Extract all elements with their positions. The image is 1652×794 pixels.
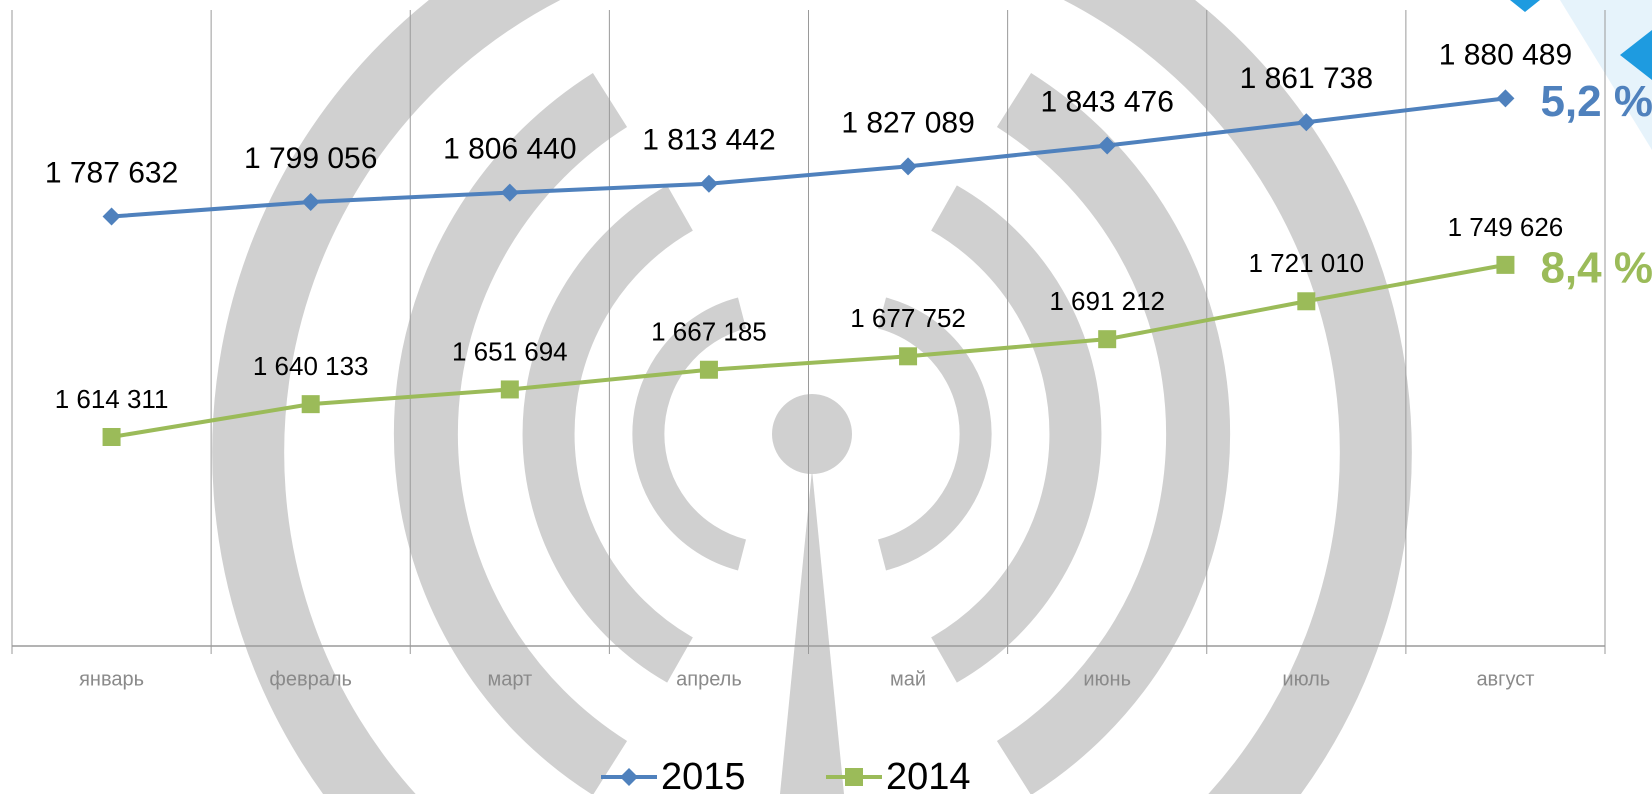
data-label: 1 749 626 (1448, 212, 1564, 242)
x-tick-label: июль (1282, 668, 1330, 690)
data-label: 1 640 133 (253, 351, 369, 381)
icon-arc (212, 0, 561, 794)
marker (1496, 255, 1515, 274)
marker (899, 157, 918, 176)
data-label: 1 787 632 (45, 156, 178, 189)
series-line (111, 96, 1506, 219)
x-tick-label: апрель (676, 668, 742, 690)
data-label: 1 721 010 (1248, 248, 1364, 278)
data-label: 1 813 442 (642, 124, 775, 157)
icon-arc (1063, 0, 1412, 794)
marker (500, 183, 519, 202)
icon-arc (877, 297, 992, 571)
marker (699, 174, 718, 193)
data-label: 1 799 056 (244, 142, 377, 175)
data-label: 1 677 752 (850, 303, 966, 333)
data-label: 1 806 440 (443, 133, 576, 166)
icon-arc (393, 72, 628, 794)
x-tick-label: май (890, 668, 926, 690)
marker (102, 427, 121, 446)
data-label: 1 667 185 (651, 317, 767, 347)
x-tick-label: январь (79, 668, 144, 690)
annotation: 8,4 % (1540, 244, 1652, 293)
x-tick-label: август (1476, 668, 1534, 690)
legend-label: 2015 (661, 756, 746, 794)
corner-shape (1620, 30, 1652, 80)
data-label: 1 843 476 (1040, 85, 1173, 118)
data-label: 1 691 212 (1049, 286, 1165, 316)
icon-mast (780, 470, 844, 794)
x-tick-label: февраль (269, 668, 352, 690)
marker (301, 193, 320, 212)
marker (301, 395, 320, 414)
marker (699, 360, 718, 379)
data-label: 1 614 311 (55, 384, 169, 414)
icon-arc (996, 72, 1231, 794)
marker (1297, 292, 1316, 311)
icon-arc (632, 297, 747, 571)
annotation: 5,2 % (1540, 77, 1652, 126)
marker (102, 207, 121, 226)
data-label: 1 827 089 (841, 106, 974, 139)
icon-arc (522, 185, 693, 683)
background-icon (212, 0, 1412, 794)
legend-marker (845, 768, 863, 786)
icon-dot (772, 394, 852, 474)
marker (1297, 113, 1316, 132)
data-label: 1 651 694 (452, 336, 568, 366)
marker (1098, 330, 1117, 349)
marker (899, 347, 918, 366)
legend-marker (620, 768, 638, 786)
corner-decoration (1510, 0, 1652, 150)
legend-label: 2014 (886, 756, 971, 794)
data-label: 1 880 489 (1439, 38, 1572, 71)
marker (1496, 89, 1515, 108)
series-line (111, 262, 1506, 439)
corner-shape (1560, 0, 1652, 150)
x-tick-label: март (487, 668, 532, 690)
marker (1098, 136, 1117, 155)
corner-shape (1510, 0, 1540, 12)
marker (500, 380, 519, 399)
data-label: 1 861 738 (1240, 62, 1373, 95)
x-tick-label: июнь (1083, 668, 1131, 690)
